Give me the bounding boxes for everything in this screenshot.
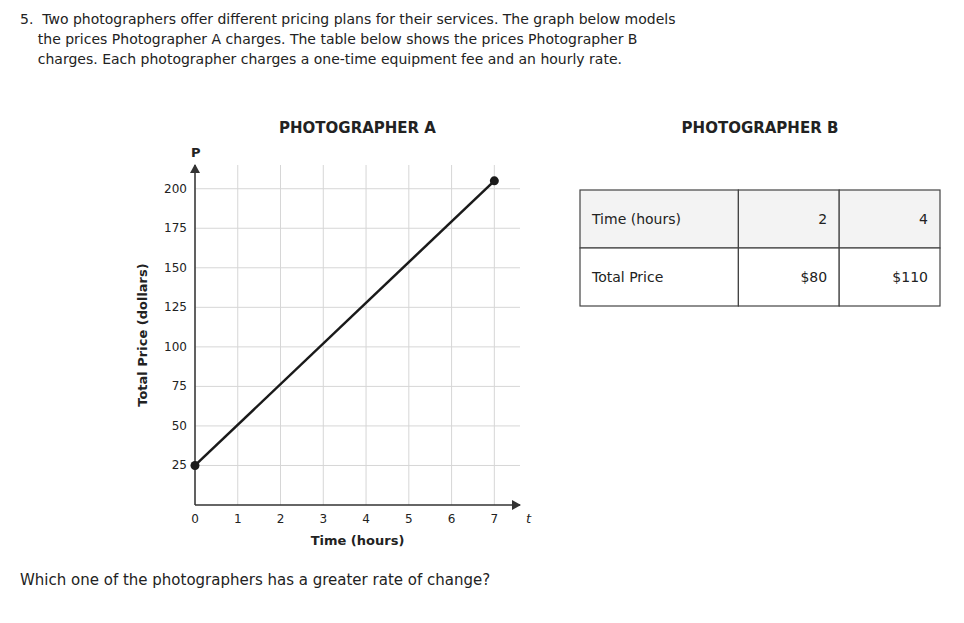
table-text: 2 [818,211,827,227]
grid-line [323,165,324,505]
table-cell [738,190,839,248]
grid-line [195,465,520,466]
axis-letter: P [191,145,201,160]
tick-label: 50 [172,419,187,433]
tick-label: 4 [362,512,370,526]
table-cell [580,248,738,306]
grid-line [195,425,520,426]
header-text: 5. Two photographers offer different pri… [20,11,675,27]
tick-label: 5 [405,512,413,526]
tick-label: 0 [191,512,199,526]
y-axis-label: Total Price (dollars) [135,263,150,406]
grid-line [366,165,367,505]
price-table: PHOTOGRAPHER B Time (hours) 2 4 Total Price $… [580,119,940,306]
x-axis [195,504,520,506]
table-cell [738,248,839,306]
grid-line [451,165,452,505]
tick-label: 150 [164,261,187,275]
grid-line [195,307,520,308]
tick-label: 1 [234,512,242,526]
tick-label: 7 [491,512,499,526]
grid-line [195,228,520,229]
chart-title: PHOTOGRAPHER A [279,119,436,137]
grid-line [195,346,520,347]
table-text: Time (hours) [591,211,681,227]
grid-line [494,165,495,505]
table-cell [839,248,940,306]
grid-line [195,386,520,387]
grid-line [195,165,196,505]
tick-label: 25 [172,458,187,472]
grid-line [408,165,409,505]
line-chart: PHOTOGRAPHER A 0 1 2 3 4 5 6 7 25 50 75 100 125 150 175… [135,119,532,548]
tick-label: 200 [164,182,187,196]
tick-label: 100 [164,340,187,354]
y-axis [194,165,196,505]
grid-line [195,188,520,189]
tick-label: 175 [164,221,187,235]
x-axis-label: Time (hours) [311,533,405,548]
table-cell [580,190,738,248]
table-text: 4 [919,211,928,227]
table-title: PHOTOGRAPHER B [682,119,839,137]
data-point [490,176,499,185]
footer-text: Which one of the photographers has a gre… [20,571,490,589]
table-cell [839,190,940,248]
tick-label: 6 [448,512,456,526]
grid-line [195,267,520,268]
axis-letter: t [526,511,532,526]
tick-label: 2 [277,512,285,526]
background [0,0,964,623]
tick-label: 3 [319,512,327,526]
grid-line [280,165,281,505]
header-text: charges. Each photographer charges a one… [20,51,622,67]
grid-line [237,165,238,505]
data-point [191,461,200,470]
data-group [191,176,499,470]
header-text: the prices Photographer A charges. The t… [20,31,637,47]
table-text: $80 [800,269,827,285]
page: 5. Two photographers offer different pri… [0,0,964,623]
table-text: Total Price [591,269,663,285]
tick-label: 125 [164,300,187,314]
price-line [195,181,494,466]
table-text: $110 [892,269,928,285]
tick-label: 75 [172,379,187,393]
